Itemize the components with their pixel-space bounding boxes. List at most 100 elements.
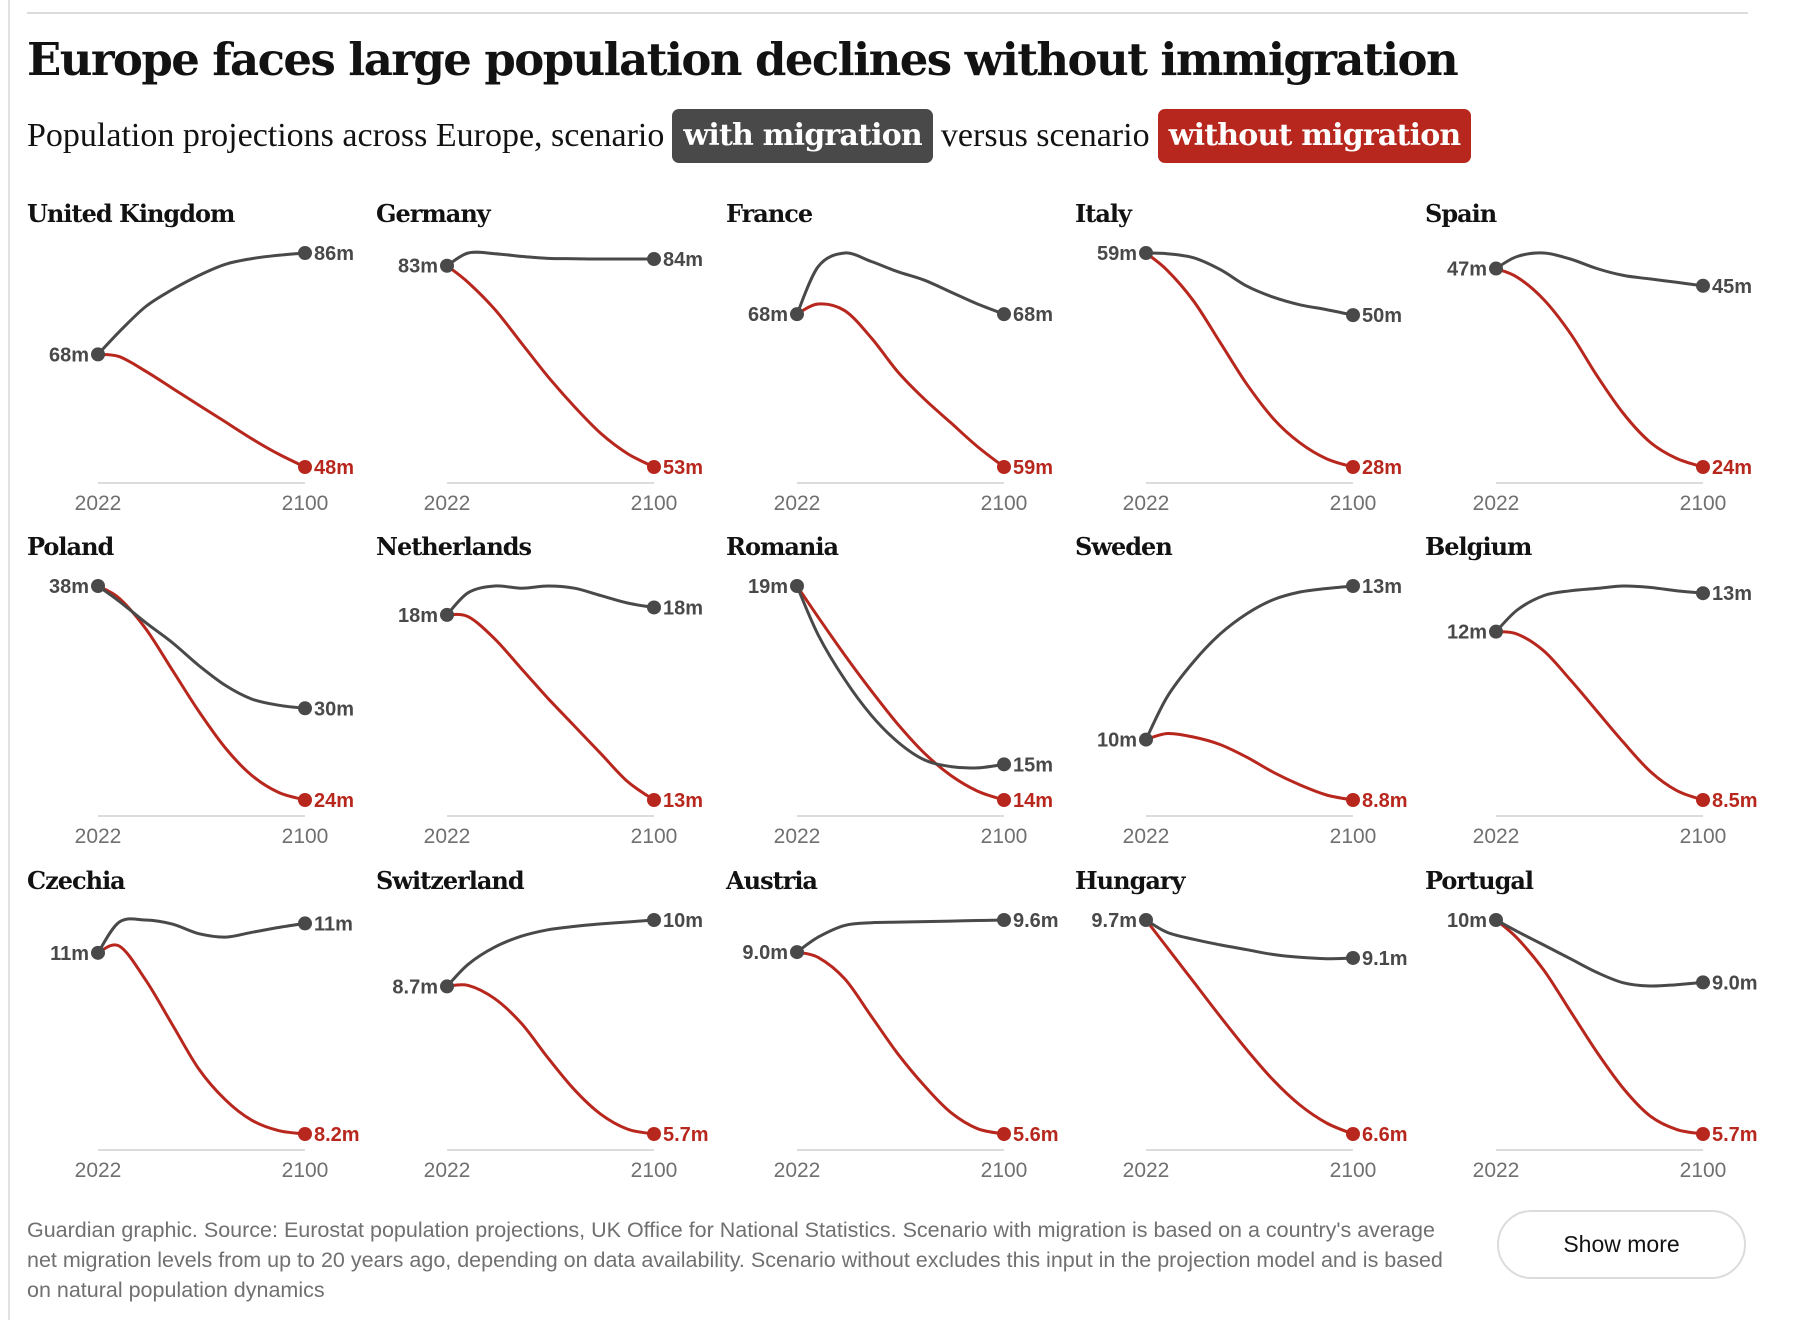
x-tick-label: 2022 <box>424 1159 471 1182</box>
end-value-label-with-migration: 10m <box>663 910 703 932</box>
end-point-without-migration <box>997 460 1011 474</box>
legend-with-migration: with migration <box>672 109 933 163</box>
subtitle-middle: versus scenario <box>940 117 1150 154</box>
start-value-label: 8.7m <box>392 976 438 998</box>
legend-without-migration: without migration <box>1157 109 1472 163</box>
end-point-with-migration <box>1696 975 1710 990</box>
end-value-label-without-migration: 24m <box>314 790 354 812</box>
start-point <box>91 945 105 960</box>
start-value-label: 47m <box>1447 259 1487 281</box>
end-point-with-migration <box>997 757 1011 772</box>
show-more-button[interactable]: Show more <box>1497 1210 1746 1279</box>
start-value-label: 68m <box>748 304 788 326</box>
start-value-label: 68m <box>49 344 89 366</box>
end-value-label-without-migration: 5.7m <box>663 1124 709 1146</box>
end-point-without-migration <box>997 1127 1011 1141</box>
line-with-migration-sweden <box>1144 584 1355 742</box>
start-point <box>440 979 454 994</box>
x-tick-label: 2100 <box>1680 825 1727 848</box>
panel-title-belgium: Belgium <box>1425 532 1532 561</box>
end-point-with-migration <box>647 913 661 927</box>
x-tick-label: 2100 <box>631 1159 678 1182</box>
line-without-migration-italy <box>1144 251 1355 469</box>
panel-title-hungary: Hungary <box>1075 866 1187 895</box>
end-point-without-migration <box>298 1127 312 1141</box>
end-point-with-migration <box>997 913 1011 927</box>
x-tick-label: 2100 <box>981 1159 1028 1182</box>
end-point-without-migration <box>1696 460 1710 474</box>
x-tick-label: 2022 <box>424 825 471 848</box>
end-value-label-without-migration: 8.8m <box>1362 790 1408 812</box>
end-point-with-migration <box>997 307 1011 322</box>
end-value-label-with-migration: 84m <box>663 249 703 271</box>
x-tick-label: 2100 <box>1330 825 1377 848</box>
line-with-migration-united-kingdom <box>96 251 307 356</box>
subtitle: Population projections across Europe, sc… <box>27 108 1479 164</box>
line-without-migration-united-kingdom <box>96 352 307 469</box>
x-tick-label: 2022 <box>1473 825 1520 848</box>
panel-title-spain: Spain <box>1425 199 1497 228</box>
x-tick-label: 2100 <box>631 492 678 515</box>
end-value-label-with-migration: 50m <box>1362 305 1402 327</box>
start-value-label: 10m <box>1447 910 1487 932</box>
line-without-migration-austria <box>795 950 1006 1136</box>
end-value-label-with-migration: 9.0m <box>1712 972 1758 994</box>
start-point <box>1489 261 1503 276</box>
end-point-with-migration <box>1346 308 1360 323</box>
end-value-label-without-migration: 5.7m <box>1712 1124 1758 1146</box>
end-value-label-with-migration: 86m <box>314 243 354 265</box>
top-divider <box>27 12 1748 14</box>
line-with-migration-italy <box>1144 251 1355 317</box>
end-value-label-without-migration: 13m <box>663 790 703 812</box>
x-tick-label: 2022 <box>774 1159 821 1182</box>
x-tick-label: 2100 <box>981 825 1028 848</box>
end-point-with-migration <box>298 916 312 931</box>
end-value-label-with-migration: 9.1m <box>1362 948 1408 970</box>
end-point-with-migration <box>1346 579 1360 593</box>
start-point <box>91 347 105 362</box>
x-tick-label: 2022 <box>1123 492 1170 515</box>
x-tick-label: 2022 <box>75 1159 122 1182</box>
end-point-without-migration <box>298 793 312 807</box>
line-without-migration-germany <box>445 264 656 469</box>
start-value-label: 38m <box>49 576 89 598</box>
x-tick-label: 2022 <box>424 492 471 515</box>
end-point-with-migration <box>1696 586 1710 601</box>
line-with-migration-france <box>795 251 1006 316</box>
panel-title-france: France <box>726 199 813 228</box>
end-value-label-with-migration: 13m <box>1362 576 1402 598</box>
line-with-migration-germany <box>445 250 656 268</box>
end-value-label-with-migration: 45m <box>1712 276 1752 298</box>
x-tick-label: 2022 <box>75 492 122 515</box>
x-tick-label: 2022 <box>75 825 122 848</box>
end-value-label-without-migration: 28m <box>1362 457 1402 479</box>
start-value-label: 19m <box>748 576 788 598</box>
end-value-label-without-migration: 5.6m <box>1013 1124 1059 1146</box>
end-point-without-migration <box>1696 1127 1710 1141</box>
start-value-label: 10m <box>1097 730 1137 752</box>
x-tick-label: 2022 <box>1123 825 1170 848</box>
line-without-migration-netherlands <box>445 612 656 802</box>
end-point-with-migration <box>298 246 312 260</box>
panel-title-germany: Germany <box>376 199 492 228</box>
x-tick-label: 2100 <box>1680 492 1727 515</box>
line-without-migration-sweden <box>1144 731 1355 802</box>
end-value-label-with-migration: 68m <box>1013 304 1053 326</box>
panel-title-netherlands: Netherlands <box>376 532 532 561</box>
end-value-label-without-migration: 59m <box>1013 457 1053 479</box>
end-point-with-migration <box>1346 950 1360 965</box>
end-point-without-migration <box>1346 1127 1360 1141</box>
x-tick-label: 2022 <box>1473 492 1520 515</box>
line-with-migration-hungary <box>1144 918 1355 961</box>
panel-title-poland: Poland <box>27 532 115 561</box>
end-point-with-migration <box>1696 278 1710 293</box>
start-point <box>440 258 454 273</box>
line-without-migration-hungary <box>1144 918 1355 1136</box>
start-point <box>91 579 105 593</box>
start-point <box>1489 624 1503 639</box>
line-without-migration-france <box>795 302 1006 469</box>
panel-title-czechia: Czechia <box>27 866 125 895</box>
start-value-label: 18m <box>398 605 438 627</box>
end-point-without-migration <box>647 460 661 474</box>
panel-title-sweden: Sweden <box>1075 532 1172 561</box>
